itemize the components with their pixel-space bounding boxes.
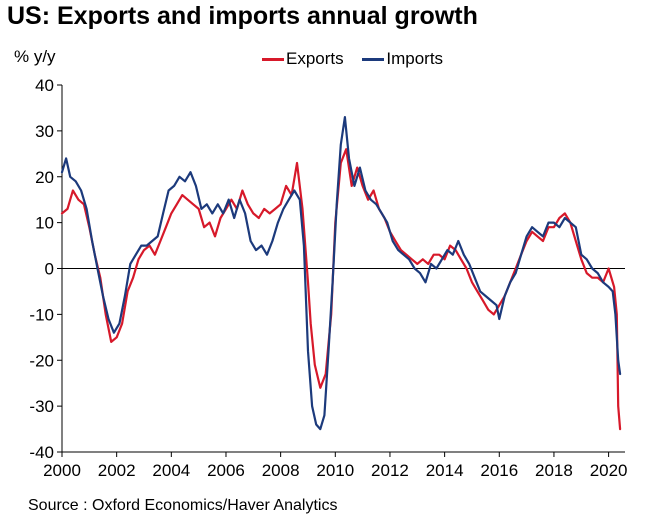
axes	[57, 84, 625, 457]
x-tick-label: 2008	[262, 461, 300, 480]
series-line-exports	[60, 148, 622, 431]
y-tick-label: -10	[29, 305, 54, 324]
legend-item-exports: Exports	[262, 49, 344, 69]
y-tick-label: 10	[35, 214, 54, 233]
legend-swatch-imports	[362, 58, 385, 62]
legend: Exports Imports	[262, 49, 457, 71]
x-tick-label: 2014	[426, 461, 464, 480]
x-tick-label: 2004	[152, 461, 190, 480]
legend-item-imports: Imports	[362, 49, 443, 69]
y-tick-label: -40	[29, 443, 54, 462]
x-tick-label: 2020	[590, 461, 628, 480]
x-tick-label: 2010	[316, 461, 354, 480]
x-tick-label: 2000	[43, 461, 81, 480]
legend-swatch-exports	[262, 58, 284, 62]
series-line-imports	[60, 116, 622, 431]
y-tick-label: 30	[35, 122, 54, 141]
y-tick-label: -30	[29, 397, 54, 416]
series-lines	[60, 116, 622, 431]
y-tick-label: -20	[29, 351, 54, 370]
x-tick-label: 2018	[535, 461, 573, 480]
chart-title: US: Exports and imports annual growth	[7, 2, 478, 30]
y-tick-label: 40	[35, 76, 54, 95]
source-note: Source : Oxford Economics/Haver Analytic…	[28, 497, 338, 514]
legend-label-exports: Exports	[286, 49, 344, 68]
y-tick-label: 20	[35, 168, 54, 187]
y-axis-label: % y/y	[14, 47, 56, 66]
x-tick-label: 2012	[371, 461, 409, 480]
x-tick-label: 2006	[207, 461, 245, 480]
y-tick-label: 0	[45, 260, 54, 279]
x-tick-label: 2016	[480, 461, 518, 480]
x-tick-label: 2002	[98, 461, 136, 480]
legend-label-imports: Imports	[386, 49, 444, 68]
